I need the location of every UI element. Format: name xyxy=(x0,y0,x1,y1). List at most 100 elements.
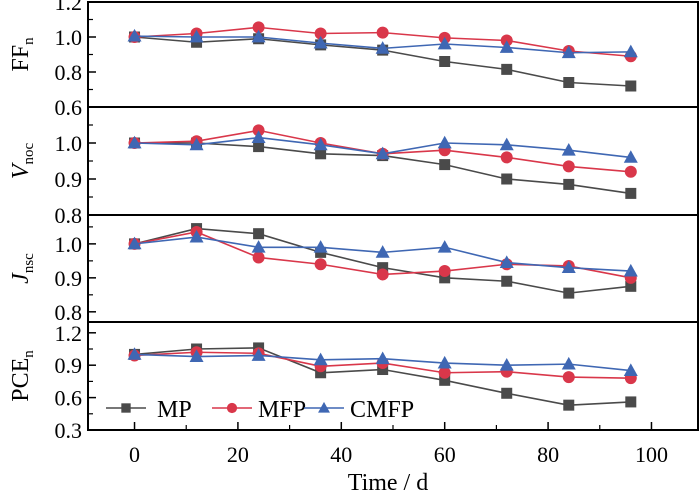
data-point-mfp xyxy=(314,27,327,40)
y-axis-title: FFn xyxy=(8,37,37,72)
data-point-cmfp xyxy=(437,36,452,50)
y-axis-title: Jnsc xyxy=(8,253,37,284)
series-mp xyxy=(129,223,637,299)
data-point-mp xyxy=(501,173,513,185)
data-point-mp xyxy=(439,272,451,284)
data-point-mp xyxy=(377,262,389,274)
data-point-cmfp xyxy=(189,349,204,362)
data-point-cmfp xyxy=(437,135,452,149)
y-tick-label: 0.8 xyxy=(55,60,83,85)
data-point-cmfp xyxy=(437,240,452,253)
y-tick-label: 1.0 xyxy=(55,131,83,156)
series-cmfp xyxy=(127,28,638,59)
data-point-mfp xyxy=(624,165,637,178)
data-point-cmfp xyxy=(313,137,328,151)
y-tick-label: 1.0 xyxy=(55,232,83,257)
data-point-mp xyxy=(501,387,513,399)
data-point-mp xyxy=(439,56,451,67)
data-point-mp xyxy=(625,396,637,408)
legend-marker-mp xyxy=(121,403,131,413)
data-point-cmfp xyxy=(623,44,638,58)
legend-item-mfp: MFP xyxy=(212,397,306,423)
data-point-cmfp xyxy=(623,263,638,277)
data-point-mfp xyxy=(314,258,327,271)
x-axis: 0 20 40 60 80 100 xyxy=(129,422,668,467)
panel-j: 1.0 0.9 0.8 Jnsc xyxy=(8,214,699,325)
data-point-cmfp xyxy=(375,245,390,258)
y-tick-label: 0.8 xyxy=(55,300,83,325)
data-point-mp xyxy=(563,178,575,190)
legend-label: MFP xyxy=(258,397,306,423)
y-tick-label: 0.6 xyxy=(55,95,83,120)
data-point-cmfp xyxy=(127,347,142,360)
x-tick-label: 80 xyxy=(537,442,559,467)
data-point-mfp xyxy=(562,160,575,173)
legend-label: CMFP xyxy=(350,397,414,423)
data-point-cmfp xyxy=(499,40,514,53)
data-point-cmfp xyxy=(561,45,576,59)
data-point-cmfp xyxy=(313,240,328,253)
y-axis-title-main: FF xyxy=(8,45,34,72)
y-axis-title-sub: n xyxy=(21,350,37,358)
data-point-mp xyxy=(563,399,575,411)
y-tick-label: 0.9 xyxy=(55,353,83,378)
y-axis-title-sub: noc xyxy=(21,143,37,165)
data-point-cmfp xyxy=(375,351,390,365)
data-point-cmfp xyxy=(189,29,204,43)
data-point-cmfp xyxy=(127,135,142,149)
data-point-mp xyxy=(625,280,637,292)
data-point-cmfp xyxy=(499,358,514,371)
data-point-cmfp xyxy=(189,229,204,243)
y-axis-title: Vnoc xyxy=(8,143,37,180)
data-point-cmfp xyxy=(375,41,390,54)
y-axis-title-main: V xyxy=(8,162,34,179)
y-tick-label: 0.9 xyxy=(55,167,83,192)
data-point-cmfp xyxy=(127,28,142,42)
data-point-cmfp xyxy=(251,348,266,361)
legend-item-cmfp: CMFP xyxy=(304,397,414,423)
panel-frame xyxy=(87,214,699,323)
panel-frame xyxy=(87,106,699,216)
data-point-mp xyxy=(439,159,451,171)
data-point-cmfp xyxy=(561,260,576,274)
legend-item-mp: MP xyxy=(106,397,192,423)
y-axis-title-main: J xyxy=(8,272,34,284)
data-point-mp xyxy=(501,63,513,75)
data-point-mfp xyxy=(252,251,265,264)
data-point-mp xyxy=(563,287,575,299)
data-point-cmfp xyxy=(189,137,204,151)
data-point-mp xyxy=(253,141,265,153)
data-point-mfp xyxy=(438,366,451,379)
y-tick-label: 0.3 xyxy=(55,418,83,443)
y-axis-title-main: PCE xyxy=(8,358,34,402)
legend-marker-mfp xyxy=(226,402,238,414)
y-tick-label: 0.6 xyxy=(55,386,83,411)
data-point-mp xyxy=(315,148,327,160)
legend-label: MP xyxy=(157,397,192,423)
series-cmfp xyxy=(127,347,638,376)
series-line-mp xyxy=(134,227,631,294)
y-tick-label: 0.9 xyxy=(55,266,83,291)
data-point-cmfp xyxy=(375,146,390,160)
y-tick-label: 1.2 xyxy=(55,321,83,346)
data-point-cmfp xyxy=(623,150,638,163)
data-point-cmfp xyxy=(623,363,638,376)
x-tick-label: 100 xyxy=(635,442,668,467)
y-tick-label: 0.8 xyxy=(55,203,83,228)
data-point-mp xyxy=(625,187,637,199)
legend-marker-cmfp xyxy=(318,401,330,413)
data-point-cmfp xyxy=(251,29,266,43)
data-point-mfp xyxy=(562,371,575,384)
y-axis-title-sub: nsc xyxy=(21,253,37,273)
y-axis-title-sub: n xyxy=(21,37,37,45)
y-axis-title: PCEn xyxy=(8,350,37,402)
legend: MP MFP CMFP xyxy=(106,397,414,423)
data-point-cmfp xyxy=(313,352,328,366)
data-point-cmfp xyxy=(437,355,452,369)
data-point-cmfp xyxy=(251,130,266,143)
data-point-cmfp xyxy=(499,137,514,151)
series-cmfp xyxy=(127,229,638,277)
data-point-cmfp xyxy=(313,35,328,49)
data-point-mfp xyxy=(376,268,389,281)
